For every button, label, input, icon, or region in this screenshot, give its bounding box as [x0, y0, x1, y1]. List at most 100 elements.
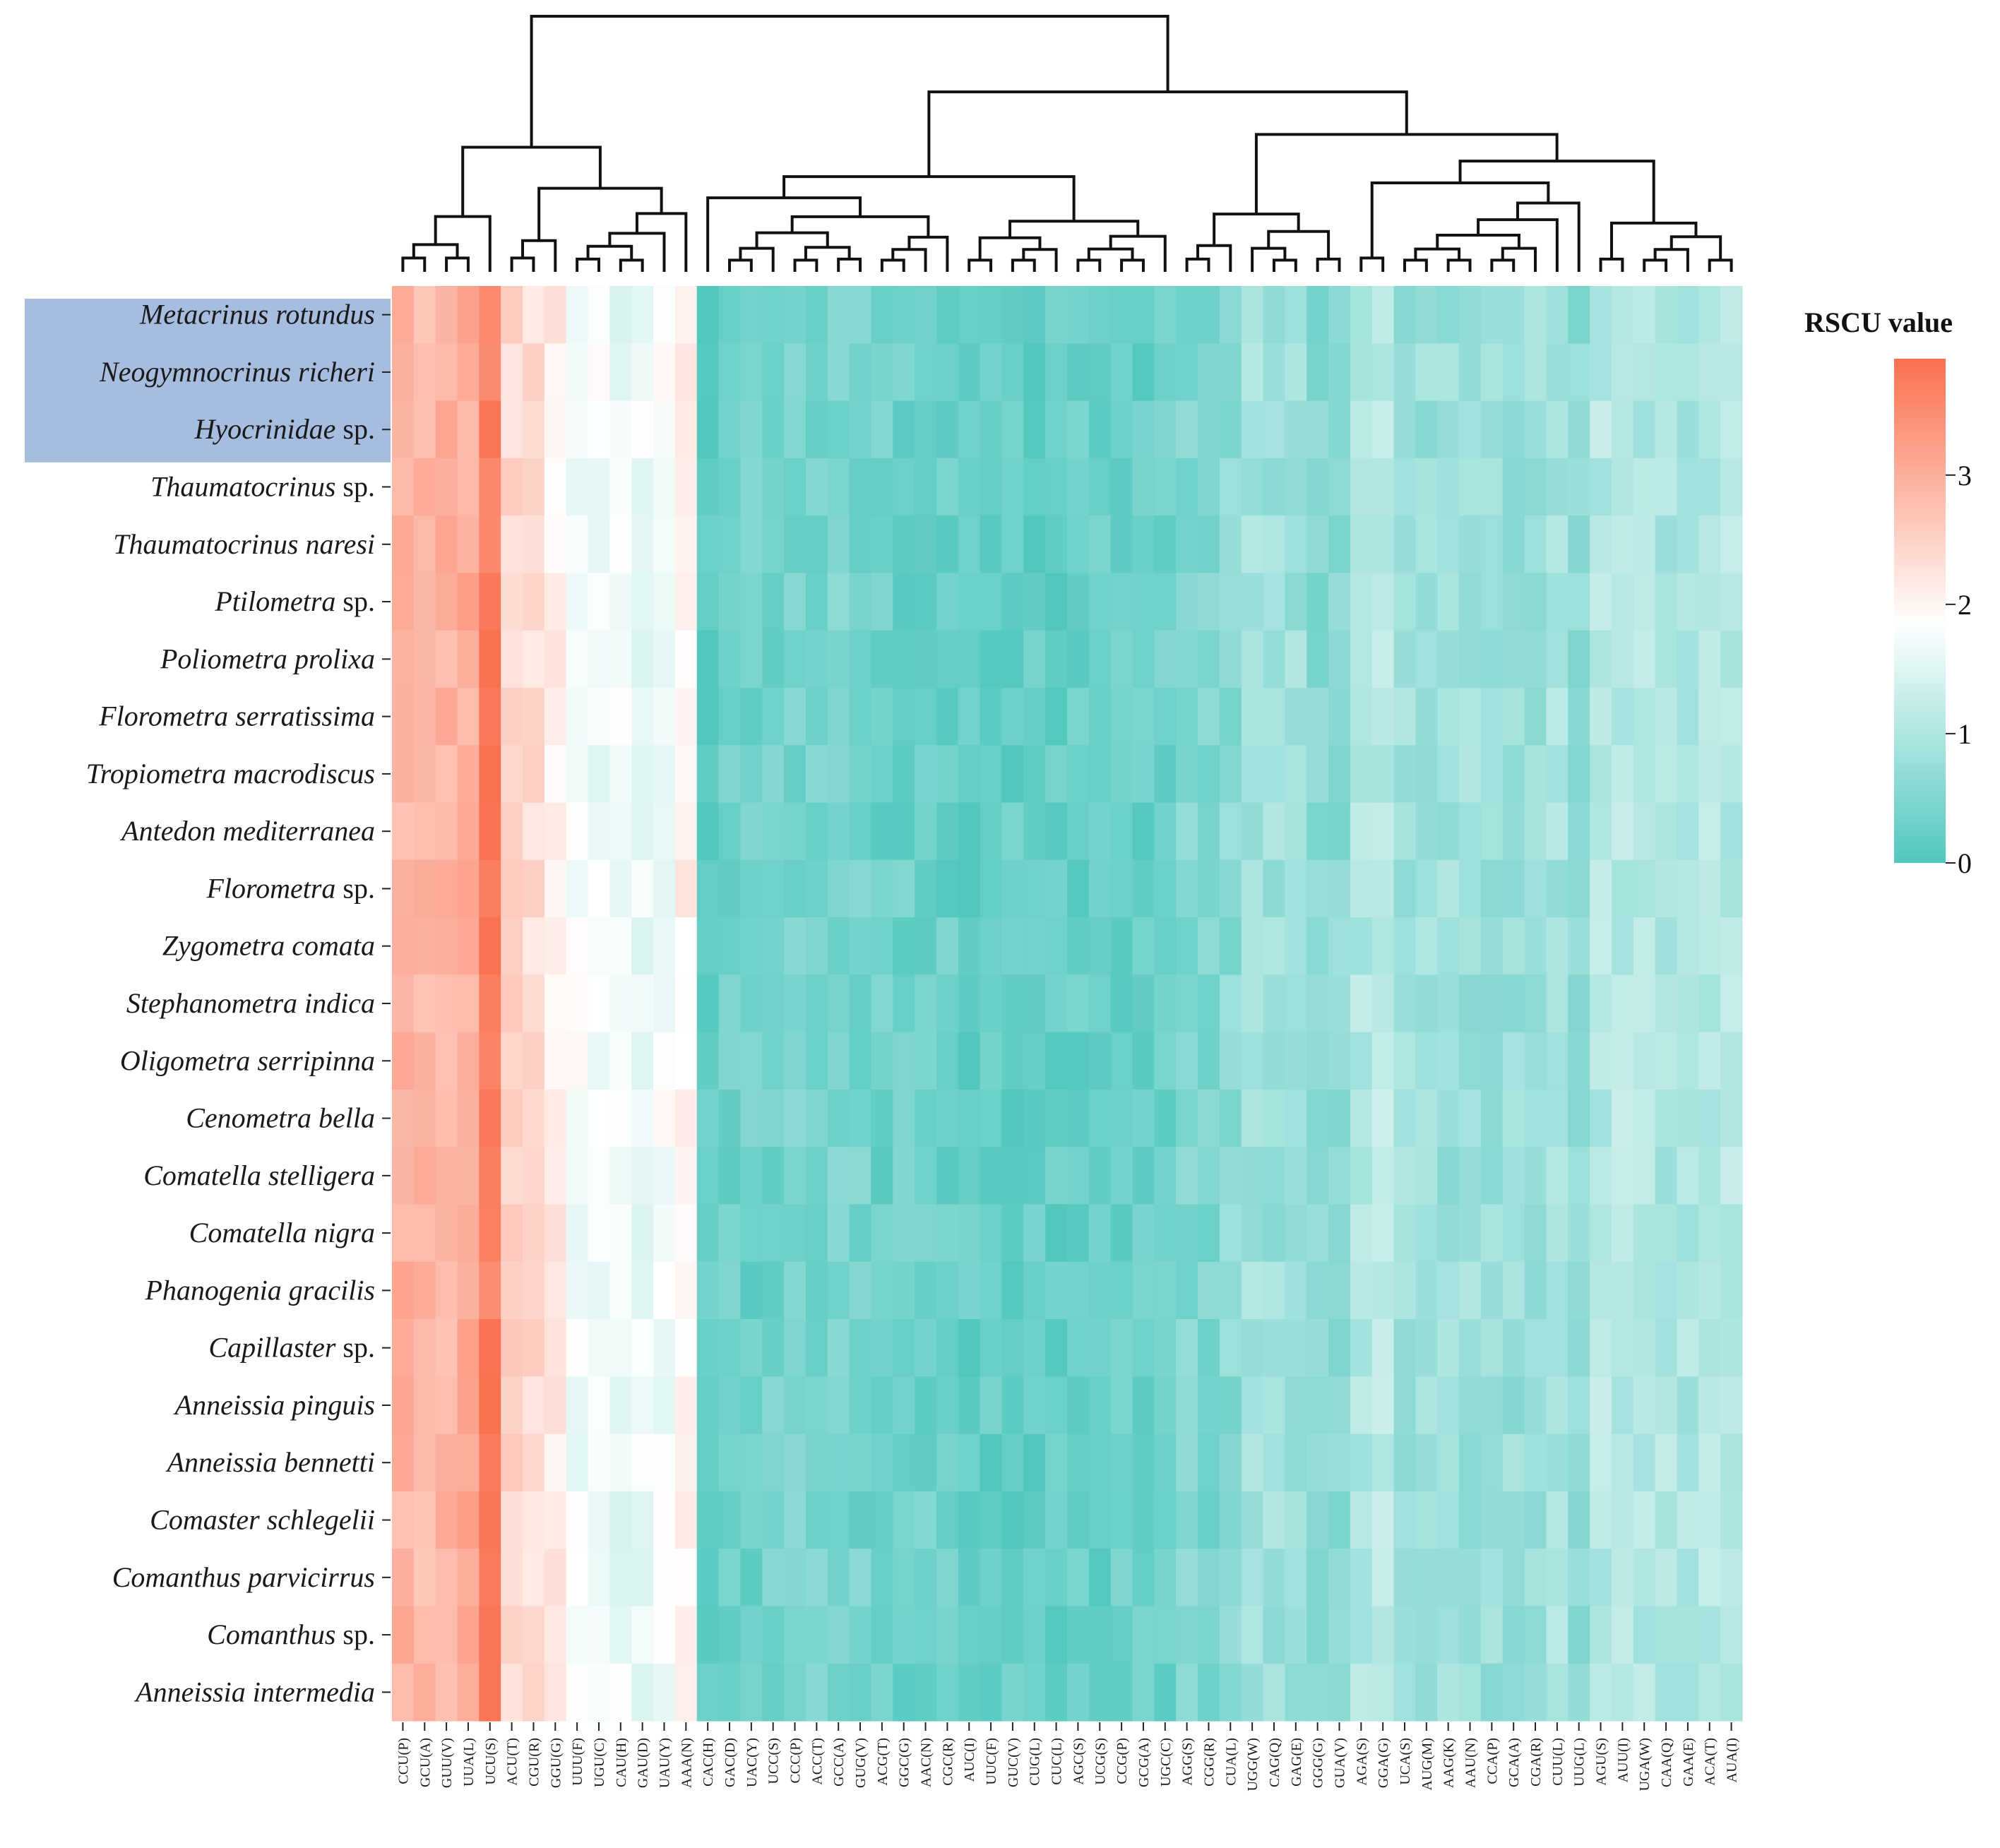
heatmap-cell: [435, 1204, 458, 1263]
dendrogram-branch: [1436, 233, 1520, 249]
heatmap-cell: [1633, 859, 1656, 918]
heatmap-cell: [501, 1319, 523, 1377]
heatmap-cell: [1176, 630, 1198, 688]
heatmap-cell: [1371, 859, 1395, 918]
heatmap-cell: [413, 859, 436, 918]
row-label: Ptilometra sp.: [214, 585, 375, 617]
heatmap-cell: [674, 1549, 698, 1607]
heatmap-cell: [827, 458, 850, 516]
heatmap-cell: [1415, 687, 1438, 746]
heatmap-cell: [1001, 515, 1024, 573]
heatmap-cell: [1611, 1376, 1634, 1435]
row-label-rest: serratissima: [228, 701, 375, 732]
row-label-rest: serripinna: [250, 1044, 375, 1076]
heatmap-cell: [740, 917, 763, 975]
heatmap-cell: [674, 1376, 698, 1435]
heatmap-cell: [1306, 1663, 1329, 1722]
heatmap-cell: [1219, 1549, 1242, 1607]
heatmap-cell: [1459, 1089, 1482, 1147]
heatmap-cell: [849, 1376, 872, 1435]
heatmap-cell: [1001, 1663, 1024, 1722]
heatmap-cell: [784, 1606, 806, 1664]
heatmap-cell: [1415, 1376, 1438, 1435]
heatmap-cell: [1198, 458, 1220, 516]
dendrogram-branch: [755, 231, 829, 249]
heatmap-cell: [1633, 687, 1656, 746]
heatmap-cell: [1306, 1606, 1329, 1664]
heatmap-cell: [1045, 974, 1068, 1033]
heatmap-cell: [718, 1204, 742, 1263]
heatmap-cell: [1023, 1089, 1046, 1147]
heatmap-cell: [457, 458, 480, 516]
heatmap-cell: [1393, 458, 1417, 516]
heatmap-cell: [1524, 286, 1547, 344]
heatmap-cell: [1371, 974, 1395, 1033]
heatmap-cell: [958, 917, 981, 975]
heatmap-cell: [1720, 1663, 1743, 1722]
heatmap-cell: [1415, 917, 1438, 975]
column-label: GGG(G): [1311, 1738, 1326, 1788]
heatmap-cell: [1110, 1261, 1133, 1320]
heatmap-cell: [413, 1032, 436, 1090]
heatmap-cell: [827, 630, 850, 688]
heatmap-cell: [1285, 573, 1307, 631]
heatmap-cell: [1001, 286, 1024, 344]
heatmap-cell: [1480, 1319, 1504, 1377]
heatmap-cell: [740, 1376, 763, 1435]
heatmap-cell: [1067, 802, 1090, 861]
heatmap-cell: [1023, 458, 1046, 516]
heatmap-cell: [566, 1089, 589, 1147]
dendrogram-branch: [1370, 181, 1550, 258]
heatmap-cell: [392, 1606, 415, 1664]
heatmap-cell: [457, 1261, 480, 1320]
heatmap-cell: [674, 630, 698, 688]
heatmap-cell: [1698, 802, 1721, 861]
column-label: UAU(Y): [657, 1738, 672, 1788]
heatmap-cell: [1263, 802, 1285, 861]
heatmap-cell: [413, 1491, 436, 1549]
heatmap-cell: [849, 1549, 872, 1607]
heatmap-cell: [653, 573, 676, 631]
heatmap-cell: [980, 1663, 1003, 1722]
heatmap-cell: [1088, 1204, 1112, 1263]
heatmap-cell: [1132, 286, 1155, 344]
heatmap-cell: [1219, 1606, 1242, 1664]
heatmap-cell: [1480, 1204, 1504, 1263]
heatmap-cell: [1198, 1204, 1220, 1263]
heatmap-cell: [1328, 802, 1351, 861]
heatmap-cell: [631, 458, 654, 516]
column-label: AAC(N): [919, 1738, 934, 1787]
heatmap-cell: [392, 745, 415, 804]
heatmap-cell: [1568, 1606, 1590, 1664]
heatmap-cell: [1285, 1376, 1307, 1435]
heatmap-cell: [871, 573, 893, 631]
heatmap-cell: [762, 458, 785, 516]
heatmap-cell: [1546, 802, 1569, 861]
heatmap-cell: [1285, 515, 1307, 573]
row-label-rest: sp.: [335, 470, 375, 502]
heatmap-cell: [1568, 1549, 1590, 1607]
heatmap-cell: [566, 687, 589, 746]
heatmap-cell: [915, 1261, 937, 1320]
row-label-rest: sp.: [335, 1332, 375, 1364]
heatmap-cell: [1371, 917, 1395, 975]
heatmap-cell: [1198, 1319, 1220, 1377]
heatmap-cell: [479, 1261, 501, 1320]
heatmap-cell: [805, 515, 828, 573]
heatmap-cell: [1546, 1147, 1569, 1205]
heatmap-cell: [457, 343, 480, 402]
heatmap-cell: [936, 630, 959, 688]
heatmap-cell: [1502, 1433, 1525, 1492]
column-label: AUA(I): [1725, 1738, 1740, 1782]
heatmap-cell: [1480, 1549, 1504, 1607]
heatmap-cell: [696, 458, 720, 516]
heatmap-cell: [1176, 745, 1198, 804]
heatmap-cell: [1088, 859, 1112, 918]
heatmap-cell: [1154, 1147, 1177, 1205]
heatmap-cell: [1502, 573, 1525, 631]
heatmap-cell: [740, 286, 763, 344]
heatmap-cell: [871, 1606, 893, 1664]
heatmap-cell: [392, 1147, 415, 1205]
heatmap-cell: [915, 974, 937, 1033]
